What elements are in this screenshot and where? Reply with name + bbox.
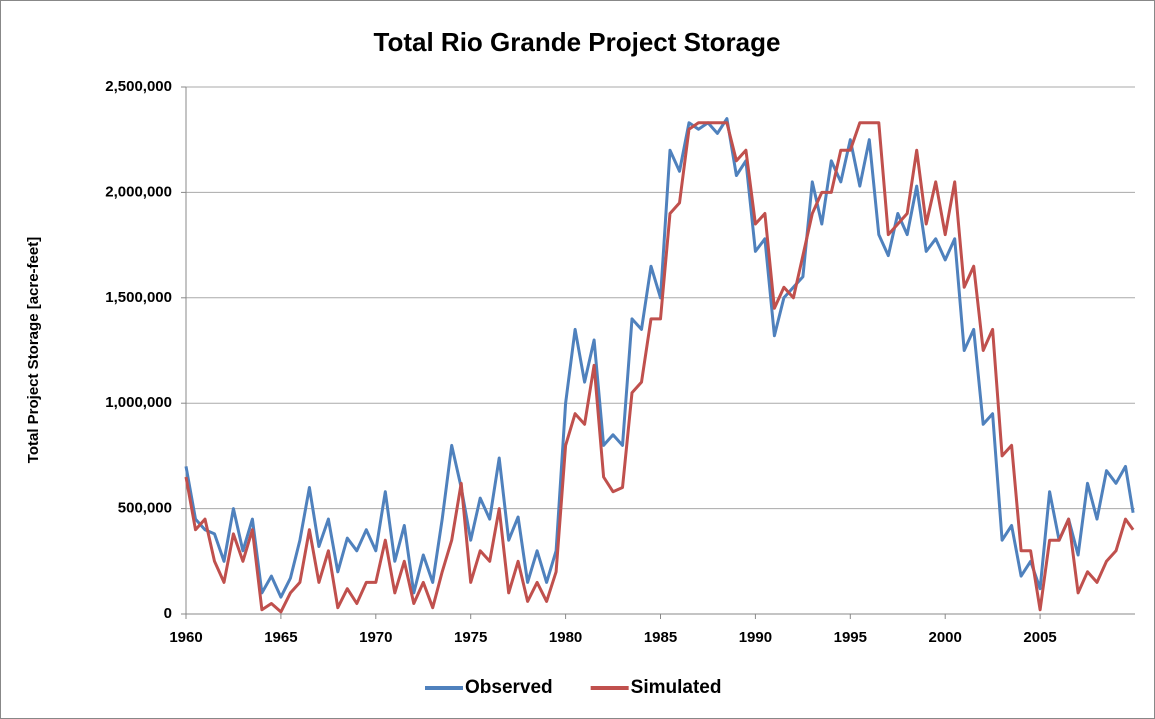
x-tick-label: 1990 xyxy=(739,629,772,646)
y-tick-label: 1,500,000 xyxy=(105,289,172,306)
y-axis-label: Total Project Storage [acre-feet] xyxy=(25,237,42,463)
x-tick-label: 1975 xyxy=(454,629,487,646)
y-tick-label: 2,500,000 xyxy=(105,78,172,95)
x-tick-label: 1995 xyxy=(834,629,867,646)
y-tick-label: 0 xyxy=(164,605,172,622)
line-series xyxy=(184,117,1135,599)
y-tick-label: 500,000 xyxy=(118,500,172,517)
legend-label: Observed xyxy=(465,677,553,698)
chart-title: Total Rio Grande Project Storage xyxy=(374,27,781,57)
y-tick-label: 2,000,000 xyxy=(105,183,172,200)
x-tick-label: 2005 xyxy=(1023,629,1056,646)
x-tick-label: 2000 xyxy=(929,629,962,646)
x-tick-label: 1970 xyxy=(359,629,392,646)
x-tick-label: 1985 xyxy=(644,629,677,646)
x-tick-label: 1960 xyxy=(169,629,202,646)
x-tick-label: 1980 xyxy=(549,629,582,646)
line-series xyxy=(184,121,1135,614)
x-tick-label: 1965 xyxy=(264,629,297,646)
legend-label: Simulated xyxy=(631,677,722,698)
y-tick-label: 1,000,000 xyxy=(105,394,172,411)
